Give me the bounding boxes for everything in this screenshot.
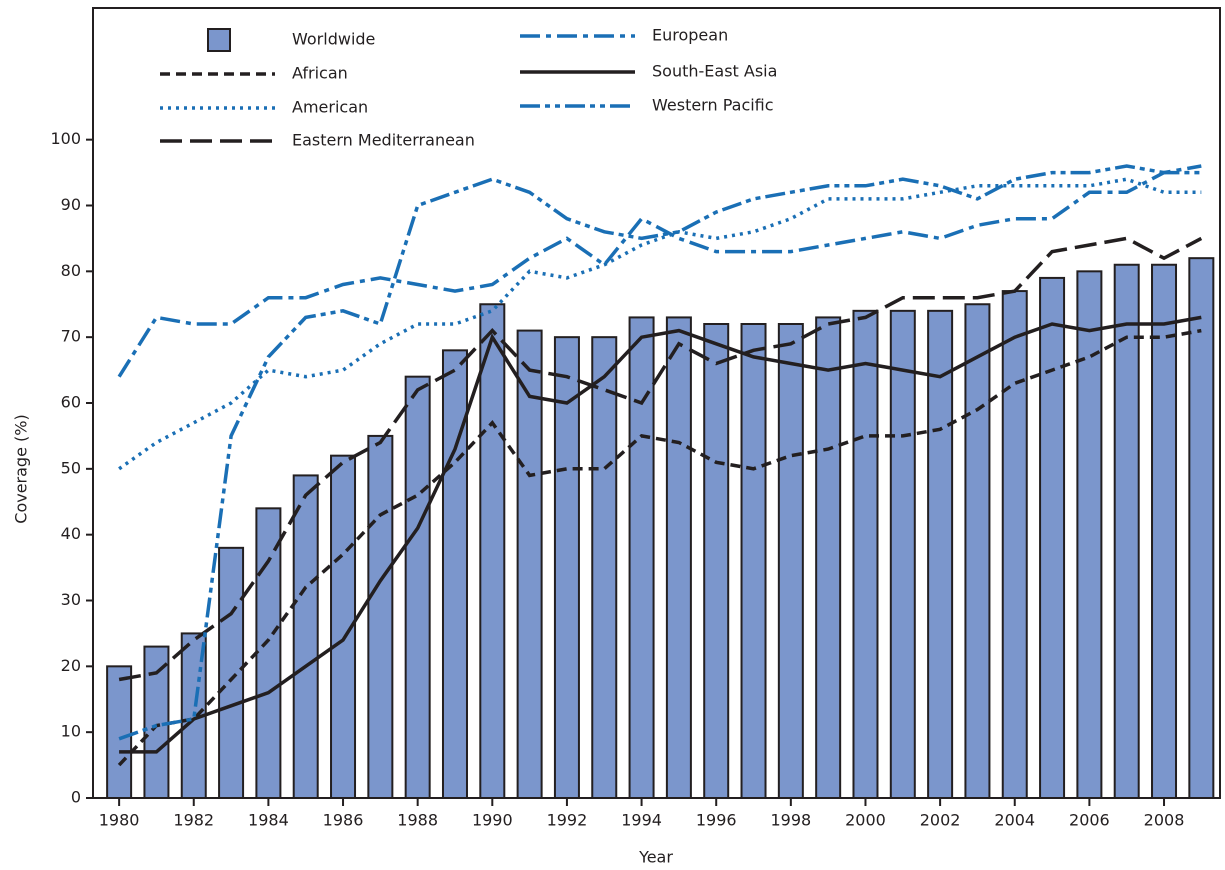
x-tick-label: 1980 bbox=[99, 811, 140, 830]
x-tick-label: 2000 bbox=[845, 811, 886, 830]
y-axis-label: Coverage (%) bbox=[12, 414, 31, 523]
bar bbox=[143, 645, 170, 799]
bar bbox=[218, 546, 245, 799]
y-tick-label: 50 bbox=[61, 458, 81, 477]
bar bbox=[404, 375, 431, 799]
y-tick-label: 90 bbox=[61, 195, 81, 214]
bar bbox=[106, 665, 133, 799]
line-european bbox=[117, 164, 1202, 378]
bar bbox=[330, 454, 357, 799]
x-tick-label: 1986 bbox=[323, 811, 364, 830]
bar bbox=[292, 474, 319, 799]
line-american bbox=[118, 177, 1202, 471]
bar bbox=[852, 309, 879, 799]
x-tick-label: 1998 bbox=[770, 811, 811, 830]
y-tick-label: 10 bbox=[61, 722, 81, 741]
bar bbox=[628, 316, 655, 799]
x-tick-label: 1996 bbox=[696, 811, 737, 830]
legend-swatch bbox=[207, 28, 231, 52]
bar bbox=[964, 303, 991, 799]
y-tick-label: 80 bbox=[61, 261, 81, 280]
bar bbox=[927, 309, 954, 799]
y-tick-label: 60 bbox=[61, 393, 81, 412]
bar bbox=[516, 329, 543, 799]
bar bbox=[479, 303, 506, 799]
bar bbox=[255, 507, 282, 799]
x-axis-label: Year bbox=[638, 848, 673, 867]
legend-label: South-East Asia bbox=[652, 62, 777, 81]
bar bbox=[1151, 263, 1178, 799]
y-tick-label: 70 bbox=[61, 327, 81, 346]
legend-label: Eastern Mediterranean bbox=[292, 131, 475, 150]
legend-label: European bbox=[652, 26, 728, 45]
bar bbox=[1113, 263, 1140, 799]
legend-label: American bbox=[292, 98, 368, 117]
bar bbox=[1001, 290, 1028, 799]
x-tick-label: 1994 bbox=[621, 811, 662, 830]
y-tick-label: 0 bbox=[71, 788, 81, 807]
bar bbox=[665, 316, 692, 799]
x-tick-label: 2002 bbox=[920, 811, 961, 830]
y-tick-label: 30 bbox=[61, 590, 81, 609]
bar bbox=[1188, 257, 1215, 799]
legend-label: Worldwide bbox=[292, 30, 375, 49]
x-tick-label: 2006 bbox=[1069, 811, 1110, 830]
x-tick-label: 2004 bbox=[994, 811, 1035, 830]
x-tick-label: 1984 bbox=[248, 811, 289, 830]
line-eastern-mediterranean bbox=[118, 236, 1203, 682]
bar bbox=[703, 323, 730, 799]
legend-label: African bbox=[292, 64, 348, 83]
y-tick-label: 100 bbox=[50, 129, 81, 148]
x-tick-label: 1992 bbox=[547, 811, 588, 830]
bar bbox=[815, 316, 842, 799]
bar bbox=[441, 349, 468, 799]
bar bbox=[1039, 276, 1066, 799]
bar bbox=[777, 323, 804, 799]
y-tick-label: 40 bbox=[61, 524, 81, 543]
x-tick-label: 2008 bbox=[1144, 811, 1185, 830]
y-tick-label: 20 bbox=[61, 656, 81, 675]
bar bbox=[889, 309, 916, 799]
line-south-east-asia bbox=[119, 315, 1202, 754]
bar bbox=[1076, 270, 1103, 800]
legend-label: Western Pacific bbox=[652, 96, 774, 115]
bar bbox=[553, 336, 580, 799]
bar bbox=[591, 336, 618, 799]
line-western-pacific bbox=[118, 164, 1202, 741]
bar bbox=[367, 434, 394, 799]
line-african bbox=[117, 328, 1202, 767]
x-tick-label: 1982 bbox=[173, 811, 214, 830]
bar bbox=[740, 323, 767, 799]
x-tick-label: 1990 bbox=[472, 811, 513, 830]
x-tick-label: 1988 bbox=[397, 811, 438, 830]
